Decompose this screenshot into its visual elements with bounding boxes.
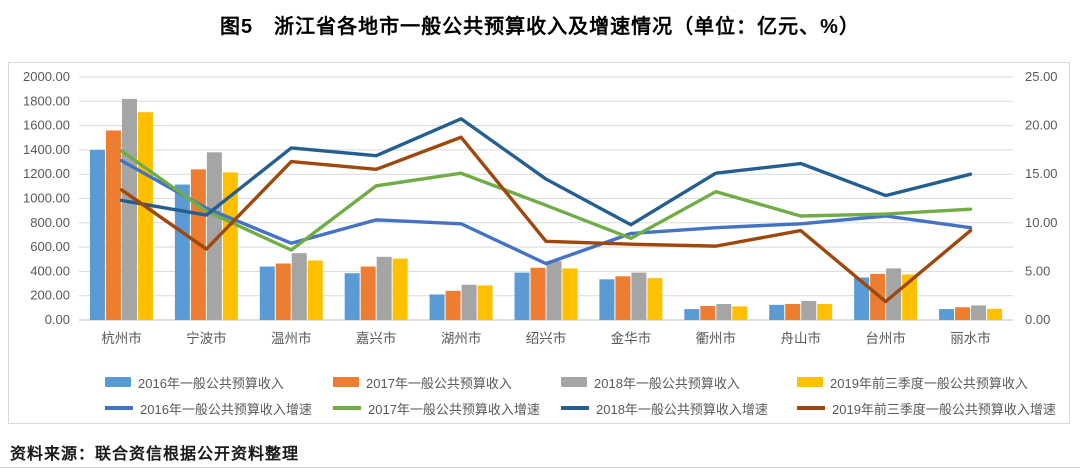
bar [137, 112, 153, 320]
x-axis-label: 湖州市 [441, 330, 482, 346]
bar [105, 130, 121, 320]
bar [801, 300, 817, 320]
bar [817, 303, 833, 320]
bar [307, 260, 323, 320]
x-axis-label: 嘉兴市 [356, 330, 397, 346]
x-axis-label: 衢州市 [696, 330, 737, 346]
bar [955, 307, 971, 320]
left-axis-tick-label: 1400.00 [23, 142, 70, 157]
left-axis-tick-label: 1800.00 [23, 93, 70, 108]
bar [360, 266, 376, 320]
bar [615, 276, 631, 320]
left-axis-tick-label: 0.00 [45, 312, 70, 327]
line-series [119, 117, 973, 227]
right-axis-tick-label: 15.00 [1025, 166, 1058, 181]
bar [631, 272, 647, 320]
left-axis-tick-label: 1000.00 [23, 191, 70, 206]
bar-series [89, 149, 955, 320]
right-axis-tick-label: 25.00 [1025, 69, 1058, 84]
bar [206, 152, 222, 320]
x-axis-label: 杭州市 [101, 330, 142, 346]
bar [461, 284, 477, 320]
bar [700, 306, 716, 320]
bottom-divider [0, 467, 1080, 468]
left-axis-tick-label: 1600.00 [23, 118, 70, 133]
x-axis-labels: 杭州市 宁波市 温州市 嘉兴市 湖州市 绍兴市 金华市 衢州市 舟山市 台州市 丽水市 [101, 330, 991, 346]
left-axis-tick-label: 400.00 [30, 263, 70, 278]
bar [785, 303, 801, 320]
axis-tick-labels: 0.00 200.00 400.00 600.00 800.00 1000.00 1200.… [23, 69, 1058, 327]
bar [445, 290, 461, 320]
bar [562, 268, 578, 320]
x-axis-label: 台州市 [865, 330, 906, 346]
line-series-group [119, 117, 973, 304]
bar [174, 184, 190, 320]
bar [291, 253, 307, 320]
x-axis-label: 丽水市 [950, 330, 991, 346]
left-axis-tick-label: 800.00 [30, 215, 70, 230]
bar [939, 309, 955, 320]
bar [987, 308, 1003, 320]
bar [344, 273, 360, 320]
x-axis-label: 金华市 [611, 330, 652, 346]
bar [684, 309, 700, 320]
right-axis-tick-label: 20.00 [1025, 118, 1058, 133]
x-axis-label: 舟山市 [780, 330, 821, 346]
bar [769, 304, 785, 320]
source-note: 资料来源：联合资信根据公开资料整理 [10, 446, 300, 463]
line-series [119, 158, 973, 266]
bar [392, 258, 408, 320]
bar [259, 266, 275, 320]
bar [971, 305, 987, 320]
bar [546, 261, 562, 320]
bar [222, 172, 238, 320]
bar [716, 303, 732, 320]
chart-frame: 0.00 200.00 400.00 600.00 800.00 1000.00 1200.… [8, 62, 1070, 424]
bar [732, 306, 748, 320]
bar [429, 294, 445, 320]
bar-groups [89, 98, 1003, 320]
bar [121, 98, 137, 320]
bar [477, 285, 493, 320]
left-axis-tick-label: 2000.00 [23, 69, 70, 84]
x-axis-label: 宁波市 [186, 330, 227, 346]
chart-title: 图5 浙江省各地市一般公共预算收入及增速情况（单位：亿元、%） [220, 16, 860, 38]
bar [599, 279, 615, 320]
x-axis-label: 温州市 [271, 330, 312, 346]
bar [376, 256, 392, 320]
left-axis-tick-label: 200.00 [30, 288, 70, 303]
bar [89, 149, 105, 320]
left-axis-tick-label: 600.00 [30, 239, 70, 254]
bar [530, 267, 546, 320]
line-series [119, 135, 973, 304]
bar [514, 272, 530, 320]
right-axis-tick-label: 10.00 [1025, 215, 1058, 230]
bar [854, 277, 870, 320]
line-series [119, 149, 973, 252]
bar [275, 263, 291, 320]
bar [647, 278, 663, 320]
right-axis-tick-label: 5.00 [1025, 263, 1050, 278]
left-axis-tick-label: 1200.00 [23, 166, 70, 181]
combo-chart: 0.00 200.00 400.00 600.00 800.00 1000.00 1200.… [23, 69, 1058, 346]
x-axis-label: 绍兴市 [526, 330, 567, 346]
right-axis-tick-label: 0.00 [1025, 312, 1050, 327]
